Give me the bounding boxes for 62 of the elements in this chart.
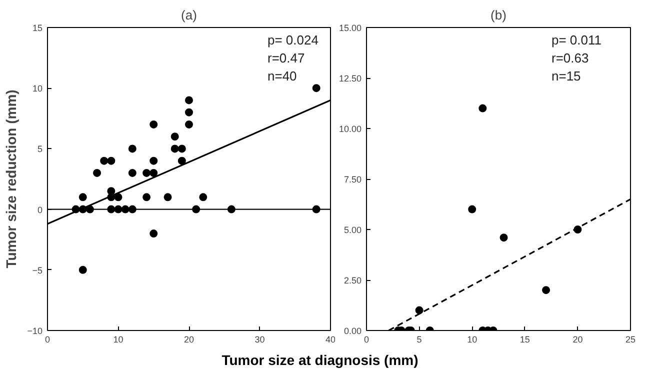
x-tick-label: 10 bbox=[467, 334, 478, 344]
point bbox=[312, 84, 320, 92]
annotation: p= 0.011 bbox=[552, 32, 602, 48]
x-tick-label: 15 bbox=[520, 334, 530, 344]
point bbox=[128, 168, 136, 177]
y-tick-label: 10 bbox=[32, 84, 43, 94]
point bbox=[178, 144, 186, 153]
y-tick-label: 10.00 bbox=[338, 124, 362, 134]
point bbox=[150, 230, 158, 238]
point bbox=[170, 144, 179, 153]
annotation: r=0.47 bbox=[268, 50, 305, 66]
point bbox=[164, 193, 172, 202]
annotation: n=15 bbox=[552, 68, 581, 84]
point bbox=[107, 156, 116, 165]
point bbox=[468, 205, 476, 214]
x-axis-title: Tumor size at diagnosis (mm) bbox=[222, 351, 418, 370]
y-tick-label: −10 bbox=[27, 326, 43, 336]
x-tick-label: 0 bbox=[44, 334, 50, 344]
point bbox=[114, 193, 122, 202]
x-tick-label: 0 bbox=[364, 334, 370, 344]
point bbox=[100, 156, 108, 165]
y-tick-label: 15.00 bbox=[338, 23, 362, 33]
point bbox=[142, 193, 151, 202]
point bbox=[500, 234, 508, 242]
y-tick-label: 15 bbox=[32, 23, 43, 33]
x-tick-label: 25 bbox=[625, 334, 636, 344]
annotation: n=40 bbox=[268, 68, 297, 84]
x-tick-label: 20 bbox=[572, 334, 583, 344]
annotation: r=0.63 bbox=[552, 50, 589, 66]
point bbox=[178, 156, 186, 165]
point bbox=[185, 96, 193, 104]
point bbox=[78, 266, 87, 274]
point bbox=[150, 120, 158, 128]
y-tick-label: 2.50 bbox=[344, 276, 362, 286]
x-tick-label: 30 bbox=[254, 334, 265, 344]
y-tick-label: 5 bbox=[37, 144, 43, 154]
point bbox=[150, 168, 158, 177]
x-tick-label: 20 bbox=[184, 334, 194, 344]
y-tick-label: 5.00 bbox=[344, 225, 362, 235]
point bbox=[78, 193, 87, 202]
point bbox=[542, 286, 550, 294]
x-tick-label: 40 bbox=[325, 334, 336, 344]
chart-title: (a) bbox=[181, 8, 197, 22]
x-tick-label: 5 bbox=[416, 334, 422, 344]
point bbox=[185, 120, 193, 128]
y-tick-label: 7.50 bbox=[344, 174, 362, 184]
point bbox=[128, 144, 136, 153]
point bbox=[170, 132, 179, 141]
point bbox=[93, 168, 102, 177]
y-tick-label: 0.00 bbox=[344, 326, 362, 336]
point bbox=[185, 108, 193, 116]
point bbox=[142, 168, 151, 177]
y-tick-label: −5 bbox=[32, 265, 43, 276]
annotation: p= 0.024 bbox=[268, 32, 318, 48]
y-tick-label: 12.50 bbox=[338, 74, 362, 84]
point bbox=[150, 156, 158, 165]
y-tick-label: 0 bbox=[37, 204, 43, 215]
point bbox=[199, 193, 208, 202]
point bbox=[415, 306, 424, 314]
x-tick-label: 10 bbox=[113, 334, 124, 344]
chart-title: (b) bbox=[490, 8, 506, 22]
y-axis-title: Tumor size reduction (mm) bbox=[3, 90, 20, 268]
